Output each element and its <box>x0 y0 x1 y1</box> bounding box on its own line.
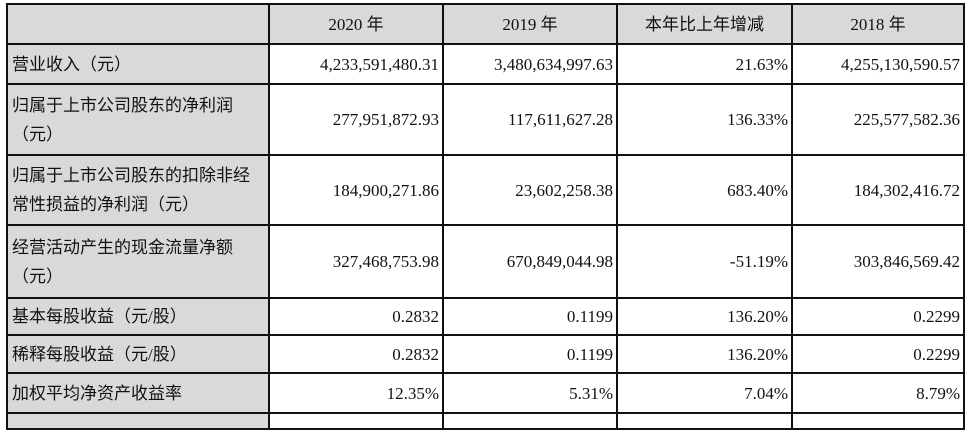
value-cell: 0.1199 <box>442 334 618 374</box>
value-cell: 184,302,416.72 <box>791 154 965 226</box>
header-cell-2020: 2020 年 <box>268 3 444 45</box>
value-cell: 21.63% <box>616 43 793 85</box>
header-cell-2019: 2019 年 <box>442 3 618 45</box>
value-cell: 184,900,271.86 <box>268 154 444 226</box>
value-cell: 4,255,130,590.57 <box>791 43 965 85</box>
value-cell: 136.33% <box>616 83 793 156</box>
value-cell: 136.20% <box>616 334 793 374</box>
empty-cell <box>442 412 618 430</box>
value-cell: 303,846,569.42 <box>791 224 965 299</box>
value-cell: 225,577,582.36 <box>791 83 965 156</box>
value-cell: 8.79% <box>791 372 965 414</box>
empty-cell <box>616 412 793 430</box>
row-label: 营业收入（元） <box>6 43 270 85</box>
row-label: 归属于上市公司股东的扣除非经常性损益的净利润（元） <box>6 154 270 226</box>
value-cell: 670,849,044.98 <box>442 224 618 299</box>
value-cell: 0.2832 <box>268 297 444 336</box>
table-row: 经营活动产生的现金流量净额（元） 327,468,753.98 670,849,04… <box>6 224 965 299</box>
value-cell: 12.35% <box>268 372 444 414</box>
value-cell: 4,233,591,480.31 <box>268 43 444 85</box>
value-cell: 0.2832 <box>268 334 444 374</box>
row-label: 基本每股收益（元/股） <box>6 297 270 336</box>
table-row: 稀释每股收益（元/股） 0.2832 0.1199 136.20% 0.2299 <box>6 334 965 374</box>
value-cell: 117,611,627.28 <box>442 83 618 156</box>
header-row: 2020 年 2019 年 本年比上年增减 2018 年 <box>6 3 965 45</box>
value-cell: 277,951,872.93 <box>268 83 444 156</box>
value-cell: 3,480,634,997.63 <box>442 43 618 85</box>
header-cell-2018: 2018 年 <box>791 3 965 45</box>
row-label: 归属于上市公司股东的净利润（元） <box>6 83 270 156</box>
value-cell: 136.20% <box>616 297 793 336</box>
row-label: 加权平均净资产收益率 <box>6 372 270 414</box>
table-row: 加权平均净资产收益率 12.35% 5.31% 7.04% 8.79% <box>6 372 965 414</box>
value-cell: 683.40% <box>616 154 793 226</box>
value-cell: 5.31% <box>442 372 618 414</box>
header-cell-change: 本年比上年增减 <box>616 3 793 45</box>
value-cell: 327,468,753.98 <box>268 224 444 299</box>
row-label: 经营活动产生的现金流量净额（元） <box>6 224 270 299</box>
value-cell: 0.2299 <box>791 297 965 336</box>
table-row: 归属于上市公司股东的扣除非经常性损益的净利润（元） 184,900,271.86 2… <box>6 154 965 226</box>
empty-cell <box>268 412 444 430</box>
header-cell-label <box>6 3 270 45</box>
empty-cell <box>791 412 965 430</box>
value-cell: 23,602,258.38 <box>442 154 618 226</box>
row-label: 稀释每股收益（元/股） <box>6 334 270 374</box>
value-cell: 0.1199 <box>442 297 618 336</box>
table-row-partial <box>6 412 965 430</box>
table-row: 营业收入（元） 4,233,591,480.31 3,480,634,997.63 2… <box>6 43 965 85</box>
value-cell: -51.19% <box>616 224 793 299</box>
value-cell: 7.04% <box>616 372 793 414</box>
table-row: 基本每股收益（元/股） 0.2832 0.1199 136.20% 0.2299 <box>6 297 965 336</box>
value-cell: 0.2299 <box>791 334 965 374</box>
table-row: 归属于上市公司股东的净利润（元） 277,951,872.93 117,611,62… <box>6 83 965 156</box>
financial-summary-table: 2020 年 2019 年 本年比上年增减 2018 年 营业收入（元） 4,23… <box>6 3 965 430</box>
empty-cell <box>6 412 270 430</box>
